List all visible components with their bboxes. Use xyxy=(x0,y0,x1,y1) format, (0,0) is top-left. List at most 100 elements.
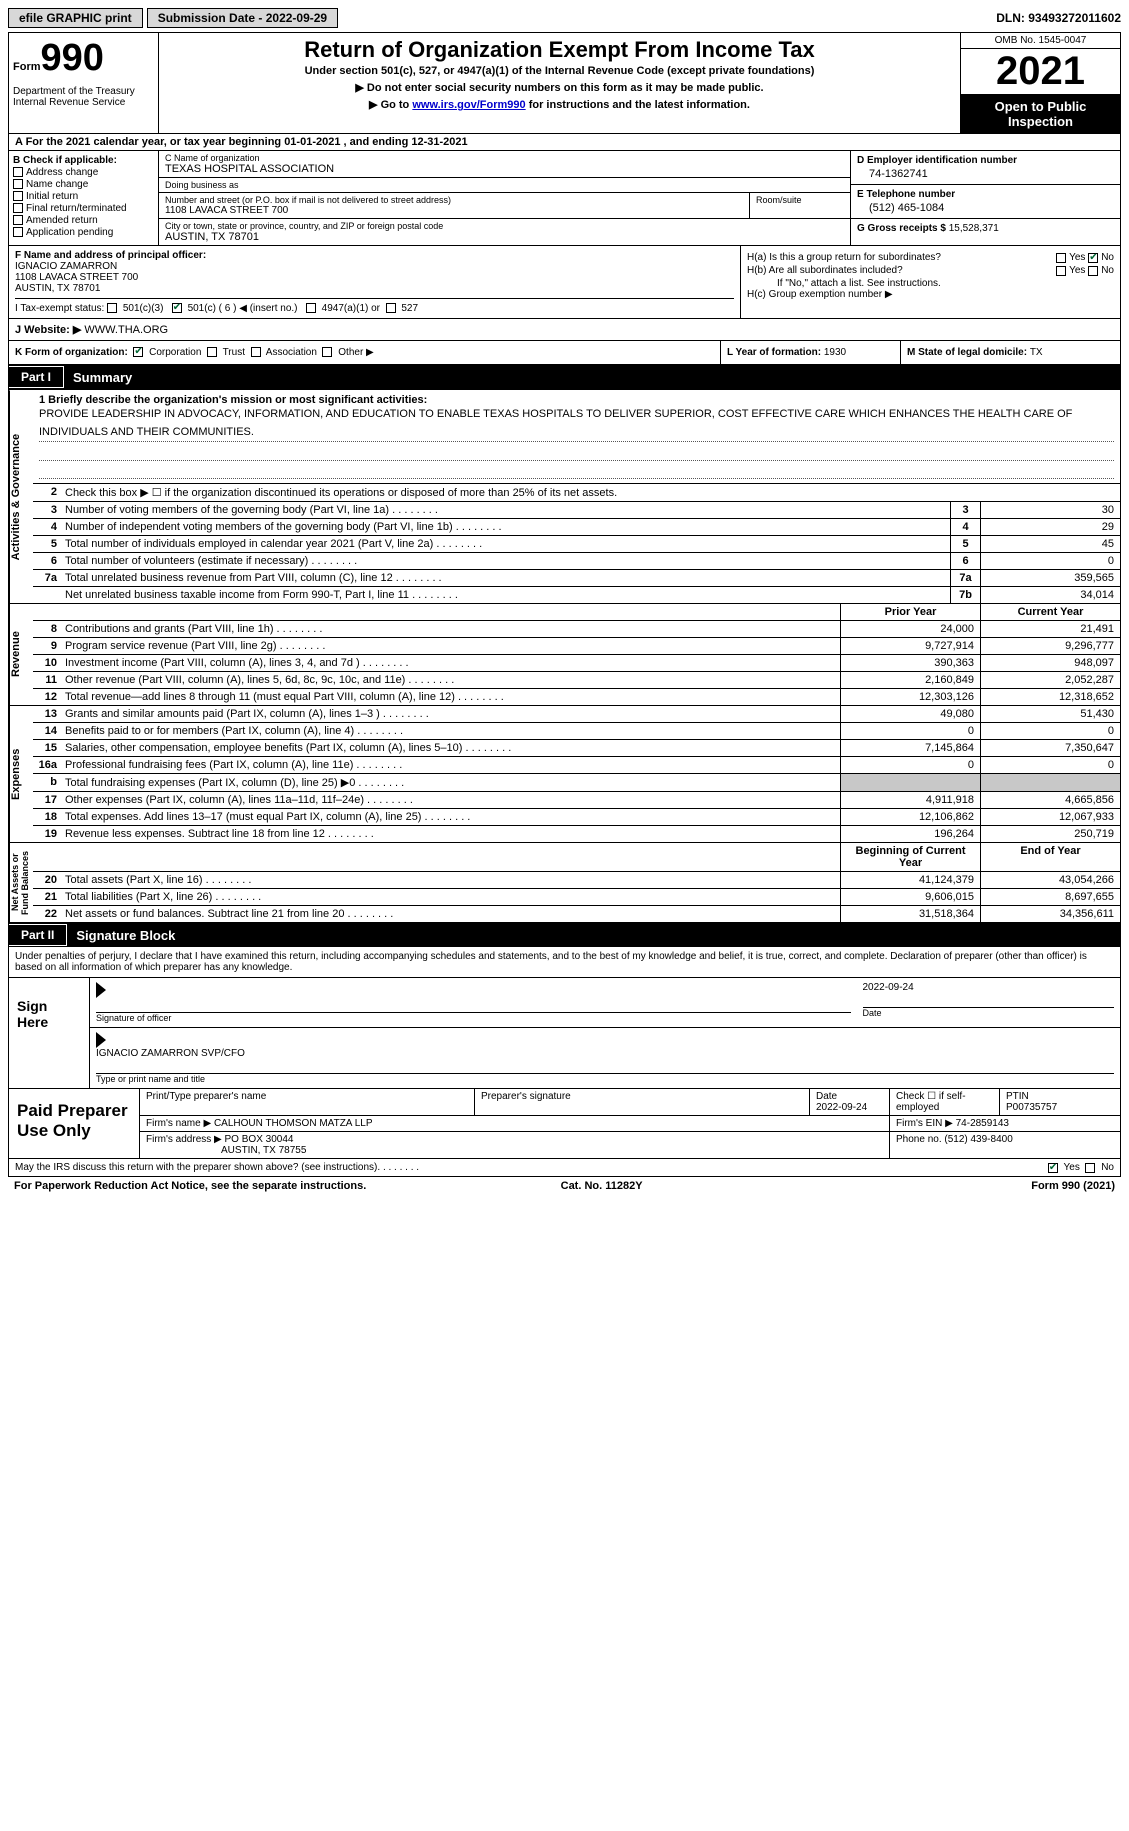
vtab-na: Net Assets or Fund Balances xyxy=(9,843,33,922)
sig-arrow-icon xyxy=(96,982,106,998)
irs-link[interactable]: www.irs.gov/Form990 xyxy=(412,99,525,111)
firm-phone-lbl: Phone no. xyxy=(896,1134,944,1145)
firm-ein-lbl: Firm's EIN ▶ xyxy=(896,1118,953,1129)
vtab-rev: Revenue xyxy=(9,604,33,705)
mission-lbl: 1 Briefly describe the organization's mi… xyxy=(39,394,1114,406)
prep-self-emp: Check ☐ if self-employed xyxy=(890,1089,1000,1115)
mission-txt: PROVIDE LEADERSHIP IN ADVOCACY, INFORMAT… xyxy=(39,406,1114,442)
summary-line: 4Number of independent voting members of… xyxy=(33,519,1120,536)
hdr-cy: Current Year xyxy=(980,604,1120,620)
ptin-lbl: PTIN xyxy=(1006,1091,1114,1102)
discuss-q: May the IRS discuss this return with the… xyxy=(15,1162,377,1173)
officer-addr1: 1108 LAVACA STREET 700 xyxy=(15,272,734,283)
summary-line: 22Net assets or fund balances. Subtract … xyxy=(33,906,1120,922)
efile-button[interactable]: efile GRAPHIC print xyxy=(8,8,143,28)
hdr-eoy: End of Year xyxy=(980,843,1120,871)
firm-addr-lbl: Firm's address ▶ xyxy=(146,1134,222,1145)
chk-other[interactable] xyxy=(322,347,332,357)
summary-line: bTotal fundraising expenses (Part IX, co… xyxy=(33,774,1120,792)
city: AUSTIN, TX 78701 xyxy=(165,231,844,243)
sig-date: 2022-09-24 xyxy=(863,982,1115,993)
summary-line: 3Number of voting members of the governi… xyxy=(33,502,1120,519)
m-val: TX xyxy=(1030,347,1043,358)
hb-no[interactable] xyxy=(1088,266,1098,276)
org-name: TEXAS HOSPITAL ASSOCIATION xyxy=(165,163,844,175)
summary-line: 16aProfessional fundraising fees (Part I… xyxy=(33,757,1120,774)
summary-line: 9Program service revenue (Part VIII, lin… xyxy=(33,638,1120,655)
chk-527[interactable] xyxy=(386,303,396,313)
summary-line: 19Revenue less expenses. Subtract line 1… xyxy=(33,826,1120,842)
chk-501c[interactable] xyxy=(172,303,182,313)
summary-line: 20Total assets (Part X, line 16)41,124,3… xyxy=(33,872,1120,889)
part2-header: Part IISignature Block xyxy=(8,923,1121,947)
firm-phone: (512) 439-8400 xyxy=(944,1134,1012,1145)
ein: 74-1362741 xyxy=(869,168,1114,180)
chk-trust[interactable] xyxy=(207,347,217,357)
sig-name: IGNACIO ZAMARRON SVP/CFO xyxy=(96,1048,1114,1059)
sig-para: Under penalties of perjury, I declare th… xyxy=(8,947,1121,978)
page-title: Return of Organization Exempt From Incom… xyxy=(163,37,956,63)
l-val: 1930 xyxy=(824,347,846,358)
hc-lbl: H(c) Group exemption number ▶ xyxy=(747,289,1114,300)
sig-arrow-icon xyxy=(96,1032,106,1048)
chk-501c3[interactable] xyxy=(107,303,117,313)
tax-status-lbl: I Tax-exempt status: xyxy=(15,303,104,314)
chk-address[interactable] xyxy=(13,167,23,177)
dept: Department of the Treasury Internal Reve… xyxy=(13,86,154,108)
pra-notice: For Paperwork Reduction Act Notice, see … xyxy=(14,1180,366,1192)
hdr-py: Prior Year xyxy=(840,604,980,620)
dba-lbl: Doing business as xyxy=(165,180,844,190)
sig-officer-lbl: Signature of officer xyxy=(96,1012,851,1023)
summary-line: 18Total expenses. Add lines 13–17 (must … xyxy=(33,809,1120,826)
hdr-bcy: Beginning of Current Year xyxy=(840,843,980,871)
summary-line: 10Investment income (Part VIII, column (… xyxy=(33,655,1120,672)
chk-pending[interactable] xyxy=(13,227,23,237)
chk-4947[interactable] xyxy=(306,303,316,313)
summary-line: 15Salaries, other compensation, employee… xyxy=(33,740,1120,757)
summary-line: Net unrelated business taxable income fr… xyxy=(33,587,1120,603)
ptin: P00735757 xyxy=(1006,1102,1114,1113)
ha-yes[interactable] xyxy=(1056,253,1066,263)
discuss-yes[interactable] xyxy=(1048,1163,1058,1173)
vtab-exp: Expenses xyxy=(9,706,33,842)
subtitle: Under section 501(c), 527, or 4947(a)(1)… xyxy=(163,65,956,77)
firm-addr1: PO BOX 30044 xyxy=(225,1134,294,1145)
officer-name: IGNACIO ZAMARRON xyxy=(15,261,734,272)
form-footer: Form 990 (2021) xyxy=(1031,1180,1115,1192)
tax-year: 2021 xyxy=(961,49,1120,95)
hb-lbl: H(b) Are all subordinates included? xyxy=(747,265,1056,276)
summary-line: 21Total liabilities (Part X, line 26)9,6… xyxy=(33,889,1120,906)
summary-line: 5Total number of individuals employed in… xyxy=(33,536,1120,553)
tel-lbl: E Telephone number xyxy=(857,189,1114,200)
row-j: J Website: ▶ WWW.THA.ORG xyxy=(8,319,1121,341)
firm-lbl: Firm's name ▶ xyxy=(146,1118,211,1129)
firm-ein: 74-2859143 xyxy=(956,1118,1009,1129)
discuss-no[interactable] xyxy=(1085,1163,1095,1173)
sign-here: Sign Here xyxy=(9,978,89,1088)
omb: OMB No. 1545-0047 xyxy=(961,33,1120,49)
ha-no[interactable] xyxy=(1088,253,1098,263)
ein-lbl: D Employer identification number xyxy=(857,155,1114,166)
firm-addr2: AUSTIN, TX 78755 xyxy=(221,1145,306,1156)
ha-lbl: H(a) Is this a group return for subordin… xyxy=(747,252,1056,263)
street-lbl: Number and street (or P.O. box if mail i… xyxy=(165,195,743,205)
chk-name[interactable] xyxy=(13,179,23,189)
cat-no: Cat. No. 11282Y xyxy=(561,1180,643,1192)
chk-corp[interactable] xyxy=(133,347,143,357)
summary-line: 7aTotal unrelated business revenue from … xyxy=(33,570,1120,587)
h-note: If "No," attach a list. See instructions… xyxy=(777,278,1114,289)
city-lbl: City or town, state or province, country… xyxy=(165,221,844,231)
prep-name-lbl: Print/Type preparer's name xyxy=(146,1091,468,1102)
summary-line: 12Total revenue—add lines 8 through 11 (… xyxy=(33,689,1120,705)
chk-assoc[interactable] xyxy=(251,347,261,357)
chk-final[interactable] xyxy=(13,203,23,213)
dln: DLN: 93493272011602 xyxy=(996,11,1121,25)
chk-initial[interactable] xyxy=(13,191,23,201)
tel: (512) 465-1084 xyxy=(869,202,1114,214)
hb-yes[interactable] xyxy=(1056,266,1066,276)
sig-name-lbl: Type or print name and title xyxy=(96,1073,1114,1084)
chk-amended[interactable] xyxy=(13,215,23,225)
prep-sig-lbl: Preparer's signature xyxy=(481,1091,803,1102)
note-ssn: ▶ Do not enter social security numbers o… xyxy=(163,81,956,94)
part1-header: Part ISummary xyxy=(8,365,1121,389)
